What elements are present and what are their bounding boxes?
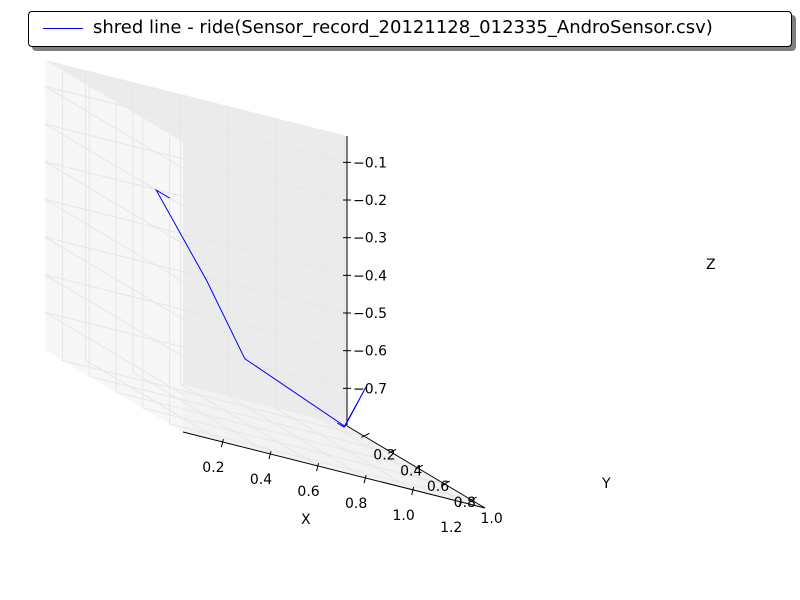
x-tick-mark	[411, 486, 415, 496]
x-tick-label: 1.0	[393, 508, 415, 524]
axis-lines	[182, 136, 486, 509]
grid-line-y	[88, 86, 392, 453]
x-tick-mark	[363, 474, 367, 484]
z-tick-label: −0.5	[353, 306, 387, 322]
series-layer	[154, 188, 367, 428]
grid-line-x	[84, 70, 224, 443]
x-tick-mark	[316, 462, 320, 472]
z-tick-label: −0.7	[353, 381, 387, 397]
z-tick-label: −0.2	[353, 193, 387, 209]
grid-line-y	[142, 118, 445, 485]
legend-line-marker	[43, 28, 83, 29]
grid-line-x	[227, 106, 367, 479]
y-tick-mark	[468, 496, 477, 502]
x-tick-mark	[458, 498, 462, 508]
grid-line-z	[44, 123, 348, 207]
grid-line-z	[44, 274, 348, 358]
x-tick-label: 1.2	[440, 520, 462, 536]
side-pane	[45, 60, 183, 432]
grid-line-x	[132, 82, 272, 455]
x-tick-label: 0.6	[297, 484, 319, 500]
x-tick-label: 0.8	[345, 496, 367, 512]
x-tick-label: 0.2	[202, 460, 224, 476]
grid-line-z	[44, 198, 348, 282]
y-tick-label: 1.0	[480, 511, 502, 527]
y-tick-mark	[414, 464, 424, 470]
legend: shred line - ride(Sensor_record_20121128…	[28, 11, 792, 47]
x-axis-label: X	[301, 512, 311, 528]
y-tick-mark	[441, 480, 451, 486]
x-tick-label: 0.4	[250, 472, 272, 488]
x-axis-line	[182, 431, 486, 509]
grid-line-y	[115, 102, 419, 469]
grid-line-y	[61, 70, 365, 437]
y-tick-label: 0.6	[427, 479, 449, 495]
grid-line-z	[44, 311, 348, 395]
x-tick-mark	[220, 439, 224, 448]
grid-line-z	[44, 161, 348, 245]
grid-lines	[44, 70, 472, 503]
x-tick-mark	[268, 451, 272, 460]
z-tick-label: −0.1	[353, 155, 387, 171]
series-line	[154, 188, 367, 428]
z-tick-label: −0.3	[353, 231, 387, 247]
y-tick-label: 0.2	[373, 447, 395, 463]
y-axis-label: Y	[601, 476, 611, 492]
y-tick-mark	[361, 432, 370, 438]
axes-panes	[45, 60, 485, 508]
z-tick-label: −0.4	[353, 268, 387, 284]
grid-line-x	[180, 94, 319, 467]
tick-labels: 0.20.40.60.81.01.20.20.40.60.81.0−0.7−0.…	[202, 155, 502, 536]
grid-line-z	[44, 236, 348, 320]
y-axis-line	[346, 425, 486, 509]
grid-line-x	[322, 130, 462, 503]
z-tick-label: −0.6	[353, 344, 387, 360]
y-tick-label: 0.4	[400, 463, 422, 479]
y-tick-mark	[387, 448, 397, 454]
z-axis-label: Z	[706, 257, 716, 273]
y-tick-label: 0.8	[454, 495, 476, 511]
grid-line-z	[44, 85, 348, 169]
legend-label: shred line - ride(Sensor_record_20121128…	[93, 17, 713, 38]
grid-line-x	[275, 118, 414, 491]
